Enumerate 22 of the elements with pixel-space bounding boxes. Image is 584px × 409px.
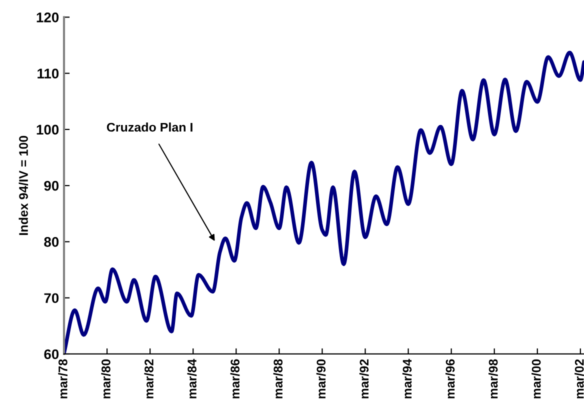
x-tick-label: mar/96 xyxy=(445,359,455,398)
x-tick-label: mar/88 xyxy=(273,359,283,398)
x-tick-label: mar/78 xyxy=(58,359,68,398)
x-tick-label: mar/82 xyxy=(144,359,154,398)
y-axis-title: Index 94/IV = 100 xyxy=(18,136,28,235)
x-tick-label: mar/94 xyxy=(402,358,412,398)
y-tick-label: 70 xyxy=(44,293,59,304)
y-tick-label: 110 xyxy=(38,68,59,78)
y-tick-label: 80 xyxy=(44,237,59,247)
x-tick-label: mar/92 xyxy=(359,359,369,398)
y-tick-label: 60 xyxy=(44,349,59,360)
x-tick-label: mar/90 xyxy=(316,359,326,398)
x-tick-label: mar/86 xyxy=(230,359,240,398)
y-tick-label: 100 xyxy=(36,124,59,135)
x-tick-label: mar/98 xyxy=(488,359,498,398)
y-tick-label: 120 xyxy=(36,12,59,22)
annotation: Cruzado Plan I xyxy=(106,122,192,132)
x-tick-label: mar/00 xyxy=(532,359,541,398)
x-tick-label: mar/84 xyxy=(187,358,197,398)
y-tick-label: 90 xyxy=(44,180,59,191)
x-tick-label: mar/02 xyxy=(574,359,584,398)
x-tick-label: mar/80 xyxy=(101,359,111,398)
